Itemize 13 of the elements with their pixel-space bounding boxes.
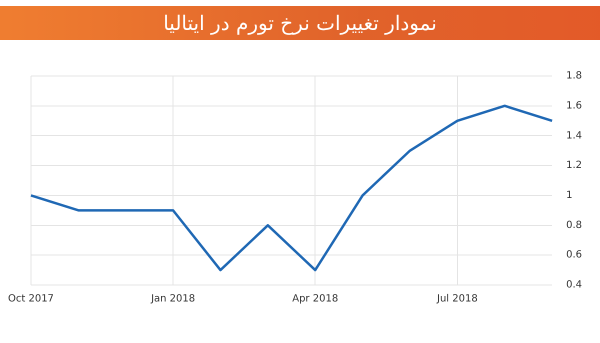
chart-title: نمودار تغییرات نرخ تورم در ایتالیا: [0, 6, 600, 40]
y-tick-label: 1: [566, 190, 572, 202]
x-tick-label: Jul 2018: [436, 294, 478, 305]
y-tick-label: 1.8: [566, 70, 582, 82]
y-tick-label: 1.4: [566, 130, 582, 142]
x-tick-label: Apr 2018: [292, 294, 338, 305]
x-tick-label: Oct 2017: [8, 294, 54, 305]
y-tick-label: 0.6: [566, 250, 582, 261]
y-tick-label: 1.6: [566, 100, 582, 112]
y-tick-label: 1.2: [566, 160, 582, 172]
x-tick-label: Jan 2018: [150, 294, 196, 305]
y-tick-label: 0.8: [566, 220, 582, 231]
y-tick-label: 0.4: [566, 280, 582, 291]
